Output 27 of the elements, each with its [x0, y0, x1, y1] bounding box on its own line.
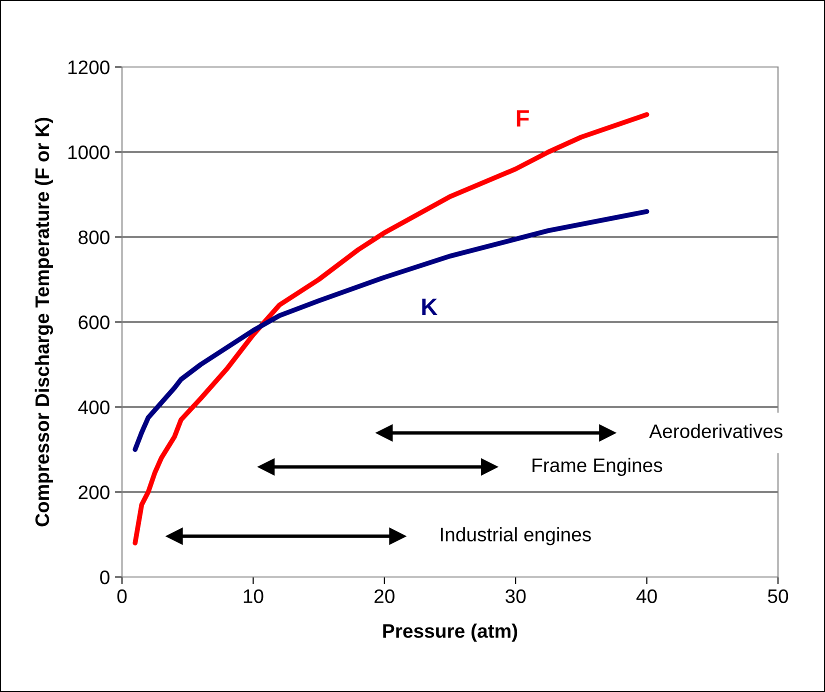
point: [599, 424, 616, 442]
y-tick-label: 600: [78, 315, 110, 330]
x-tick-label: 20: [374, 589, 394, 604]
y-tick-label: 800: [78, 230, 110, 244]
x-tick-label: 10: [244, 589, 264, 604]
y-tick-label: 1000: [68, 145, 110, 160]
point: [481, 458, 498, 476]
annotation: Industrial engines: [440, 527, 591, 546]
y-axis-title: Compressor Discharge Temperature (F or K): [34, 118, 54, 526]
y-tick-label: 1200: [68, 60, 110, 74]
point: [389, 528, 406, 545]
y-tick-label: 0: [100, 570, 110, 584]
point: [258, 458, 275, 476]
point: [166, 528, 183, 545]
series-label: F: [516, 110, 529, 126]
series-label: K: [422, 298, 438, 316]
x-tick-label: 0: [117, 589, 127, 604]
x-tick-label: 40: [636, 589, 657, 604]
x-tick-label: 50: [768, 589, 788, 604]
annotation: Aeroderivatives: [649, 424, 782, 438]
x-axis-title: Pressure (atm): [383, 624, 518, 642]
annotation: Frame Engines: [532, 458, 662, 476]
point: [376, 424, 393, 442]
x-tick-label: 30: [506, 589, 526, 604]
y-tick-label: 200: [78, 485, 110, 500]
line-series: [132, 209, 650, 452]
y-tick-label: 400: [78, 400, 110, 414]
